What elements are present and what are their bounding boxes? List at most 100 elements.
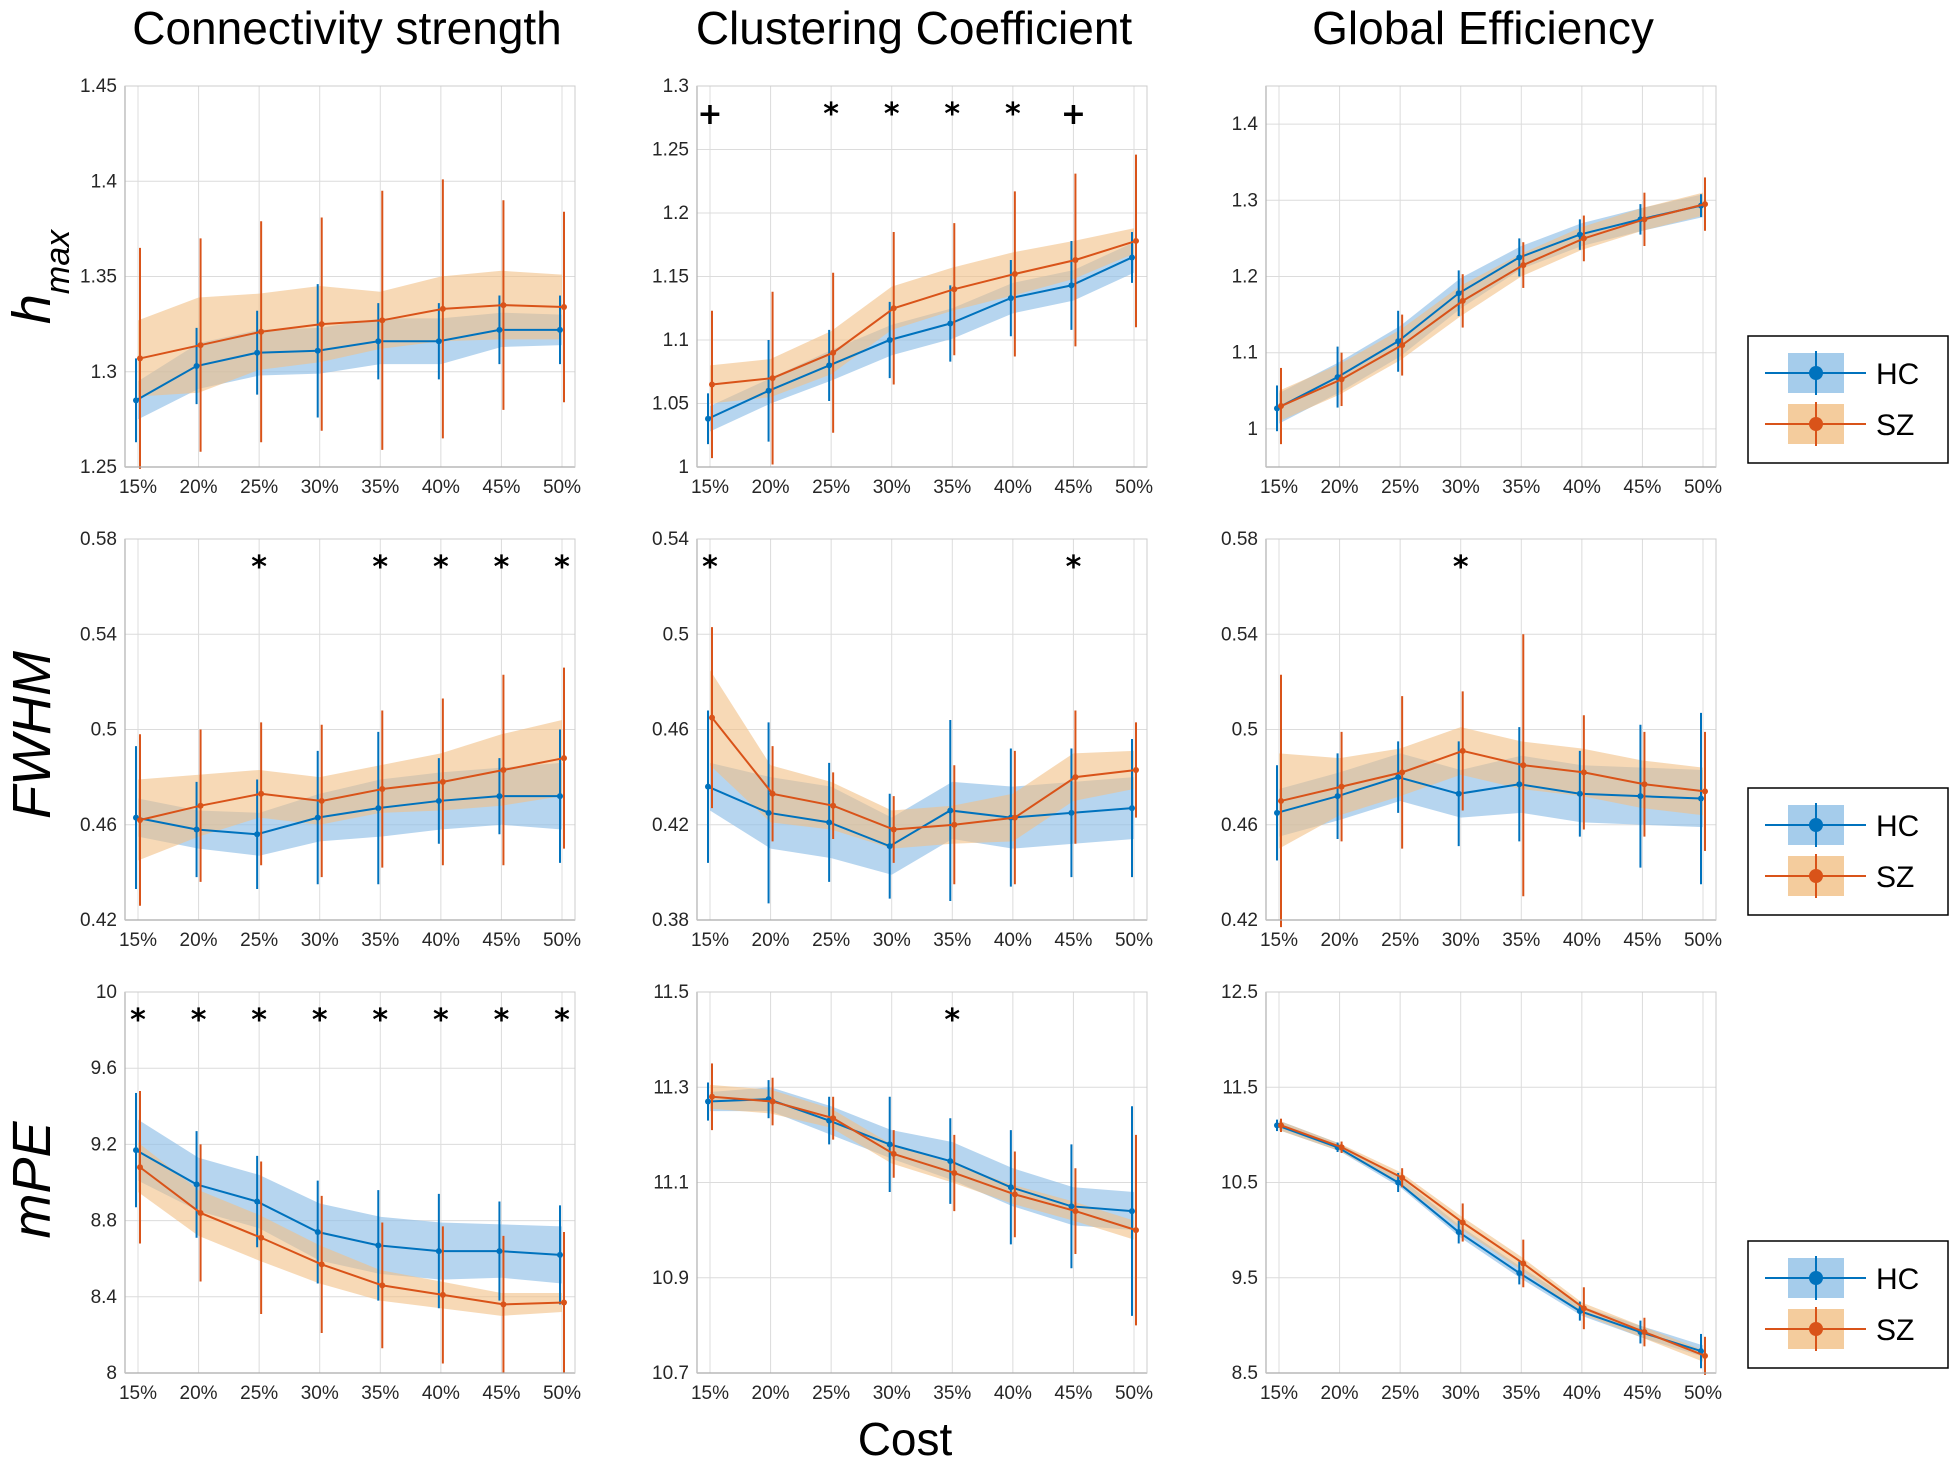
x-tick-label: 45% (482, 477, 520, 498)
x-tick-label: 30% (301, 1383, 339, 1404)
significance-asterisk: * (1005, 97, 1021, 132)
panel-frame (1265, 85, 1717, 468)
data-point-hc (133, 1147, 139, 1154)
panel-r0-c2: 1 1.1 1.2 1.3 1.4 15% 20% 25% 30% 35% 40% 45% 50% (1232, 85, 1722, 498)
significance-plus: + (1061, 97, 1086, 132)
data-point-hc (435, 1248, 442, 1255)
panel-frame (124, 85, 576, 468)
x-tick-label: 20% (180, 1383, 218, 1404)
significance-asterisk: * (312, 1003, 328, 1038)
data-point-sz (137, 355, 143, 362)
row-label-hmax-sub: max (39, 229, 77, 294)
data-point-hc (1698, 1348, 1704, 1355)
x-tick-label: 15% (1260, 477, 1298, 498)
data-point-sz (1641, 781, 1648, 788)
data-point-sz (1133, 766, 1139, 773)
x-tick-label: 30% (301, 930, 339, 951)
series-line-sz (1280, 1124, 1706, 1357)
x-tick-label: 45% (482, 930, 520, 951)
x-tick-label: 25% (812, 930, 850, 951)
data-point-hc (193, 1181, 200, 1188)
legend-label-hc: HC (1876, 810, 1919, 843)
x-tick-label: 35% (361, 930, 399, 951)
y-tick-label: 11.5 (1222, 1077, 1258, 1098)
data-point-hc (435, 797, 442, 804)
data-point-hc (1516, 781, 1523, 788)
data-point-sz (1011, 270, 1018, 277)
data-point-hc (947, 320, 954, 327)
data-point-sz (1133, 1227, 1139, 1234)
data-point-sz (379, 317, 386, 324)
series-line-hc (135, 328, 560, 402)
x-tick-label: 20% (180, 477, 218, 498)
y-tick-label: 0.46 (80, 815, 117, 836)
significance-asterisk: * (823, 97, 839, 132)
data-point-sz (890, 1150, 897, 1157)
x-tick-label: 40% (422, 477, 460, 498)
x-tick-label: 35% (1502, 477, 1540, 498)
x-tick-label: 35% (933, 477, 971, 498)
x-tick-label: 30% (873, 930, 911, 951)
legend-frame (1747, 1240, 1949, 1369)
data-point-hc (765, 387, 772, 394)
y-tick-label: 10.9 (652, 1268, 689, 1289)
data-point-sz (561, 303, 567, 310)
x-tick-label: 15% (691, 1383, 729, 1404)
data-point-sz (769, 790, 776, 797)
data-point-sz (951, 1169, 958, 1176)
series-line-sz (139, 1166, 565, 1306)
data-point-sz (1338, 376, 1345, 383)
x-tick-label: 50% (1115, 1383, 1153, 1404)
y-tick-label: 0.5 (663, 624, 689, 645)
x-tick-label: 20% (1321, 930, 1359, 951)
legend-box: HC SZ (1747, 1240, 1949, 1369)
data-point-hc (375, 805, 382, 812)
legend-box: HC SZ (1747, 787, 1949, 916)
y-tick-label: 0.58 (80, 529, 117, 550)
data-point-hc (496, 793, 503, 800)
significance-asterisk: * (372, 550, 388, 585)
series-line-sz (711, 239, 1137, 386)
data-point-sz (1702, 788, 1708, 795)
data-point-sz (318, 1261, 325, 1268)
significance-asterisk: * (130, 1003, 146, 1038)
series-line-hc (1276, 1124, 1702, 1353)
x-tick-label: 15% (119, 477, 157, 498)
band-sz (710, 669, 1134, 849)
y-tick-label: 1.4 (1232, 114, 1259, 135)
band-sz (1279, 727, 1703, 849)
data-point-sz (1399, 1174, 1406, 1181)
panel-frame (124, 538, 576, 921)
x-tick-label: 40% (994, 930, 1032, 951)
data-point-sz (1459, 747, 1466, 754)
column-title-clustering: Clustering Coefficient (696, 2, 1133, 54)
data-point-sz (1278, 1122, 1284, 1129)
x-tick-label: 20% (752, 930, 790, 951)
y-tick-label: 11.5 (653, 982, 689, 1003)
data-point-hc (1576, 790, 1583, 797)
y-tick-label: 1.05 (652, 394, 689, 415)
data-point-sz (951, 821, 958, 828)
y-tick-label: 1.3 (1232, 190, 1258, 211)
panel-frame (696, 538, 1148, 921)
x-tick-label: 15% (119, 1383, 157, 1404)
data-point-sz (1399, 769, 1406, 776)
data-point-sz (439, 778, 446, 785)
panel-frame (124, 991, 576, 1374)
x-tick-label: 45% (1623, 1383, 1661, 1404)
data-point-hc (1698, 795, 1704, 802)
y-tick-label: 1.1 (1232, 343, 1258, 364)
significance-asterisk: * (944, 97, 960, 132)
data-point-hc (1516, 254, 1523, 261)
x-tick-label: 20% (180, 930, 218, 951)
y-tick-label: 9.5 (1232, 1268, 1258, 1289)
x-tick-label: 30% (1442, 930, 1480, 951)
data-point-sz (1459, 297, 1466, 304)
legend-label-sz: SZ (1876, 409, 1914, 442)
x-tick-label: 40% (1563, 1383, 1601, 1404)
legend-box: HC SZ (1747, 335, 1949, 464)
data-point-hc (254, 1198, 261, 1205)
y-tick-label: 0.58 (1221, 529, 1258, 550)
x-tick-label: 15% (691, 930, 729, 951)
data-point-hc (826, 362, 833, 369)
